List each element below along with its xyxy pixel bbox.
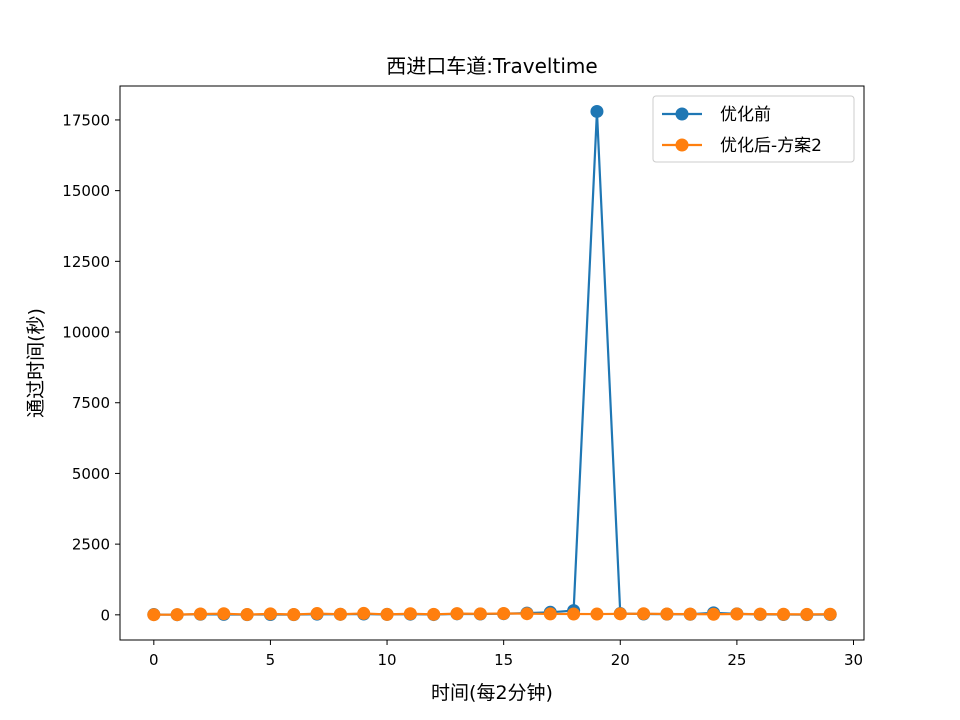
data-point-s2-2 [193,607,207,621]
chart-title: 西进口车道:Traveltime [386,54,597,78]
legend-label-after: 优化后-方案2 [720,136,822,156]
data-point-s2-24 [707,607,721,621]
data-point-s2-21 [637,607,651,621]
axes-frame [119,85,865,641]
legend: 优化前 优化后-方案2 [652,95,855,163]
data-point-s2-7 [310,607,324,621]
y-tick-label: 7500 [72,394,110,412]
axis-ticks: 0 5 10 15 20 25 30 0 2500 5000 7500 10000 12500 15000… [62,111,863,669]
data-point-s2-8 [333,607,347,621]
x-tick-label: 5 [266,651,276,669]
y-tick-label: 10000 [62,324,110,342]
data-point-s1-19 [590,104,604,118]
y-tick-label: 15000 [62,182,110,200]
data-point-s2-16 [520,607,534,621]
legend-label-before: 优化前 [720,105,771,125]
data-point-s2-12 [427,607,441,621]
y-tick-label: 12500 [62,253,110,271]
data-point-s2-22 [660,607,674,621]
x-tick-label: 0 [149,651,159,669]
x-tick-label: 30 [844,651,863,669]
y-tick-label: 17500 [62,111,110,129]
data-point-s2-27 [777,607,791,621]
y-tick-label: 5000 [72,465,110,483]
data-point-s2-10 [380,607,394,621]
y-tick-label: 2500 [72,536,110,554]
legend-marker-before [675,107,689,121]
data-point-s2-20 [613,607,627,621]
plot-area [147,104,837,622]
data-point-s2-4 [240,608,254,622]
legend-box [652,95,855,163]
data-point-s2-23 [683,607,697,621]
data-point-s2-9 [357,606,371,620]
data-point-s2-13 [450,607,464,621]
legend-marker-after [675,138,689,152]
data-point-s2-15 [497,606,511,620]
data-point-s2-19 [590,607,604,621]
data-point-s2-3 [217,607,231,621]
data-point-s2-11 [403,607,417,621]
data-point-s2-0 [147,608,161,622]
x-tick-label: 15 [494,651,513,669]
data-point-s2-6 [287,607,301,621]
y-tick-label: 0 [100,606,110,624]
x-tick-label: 10 [378,651,397,669]
series-line-2 [153,612,831,616]
data-point-s2-14 [473,607,487,621]
data-point-s2-29 [823,607,837,621]
data-point-s2-5 [263,607,277,621]
data-point-s2-17 [543,607,557,621]
data-point-s2-1 [170,608,184,622]
data-point-s2-18 [567,607,581,621]
x-tick-label: 20 [611,651,630,669]
x-tick-label: 25 [727,651,746,669]
data-point-s2-28 [800,607,814,621]
data-point-s2-25 [730,607,744,621]
x-axis-label: 时间(每2分钟) [431,682,553,704]
y-axis-label: 通过时间(秒) [25,308,47,418]
data-point-s2-26 [753,607,767,621]
